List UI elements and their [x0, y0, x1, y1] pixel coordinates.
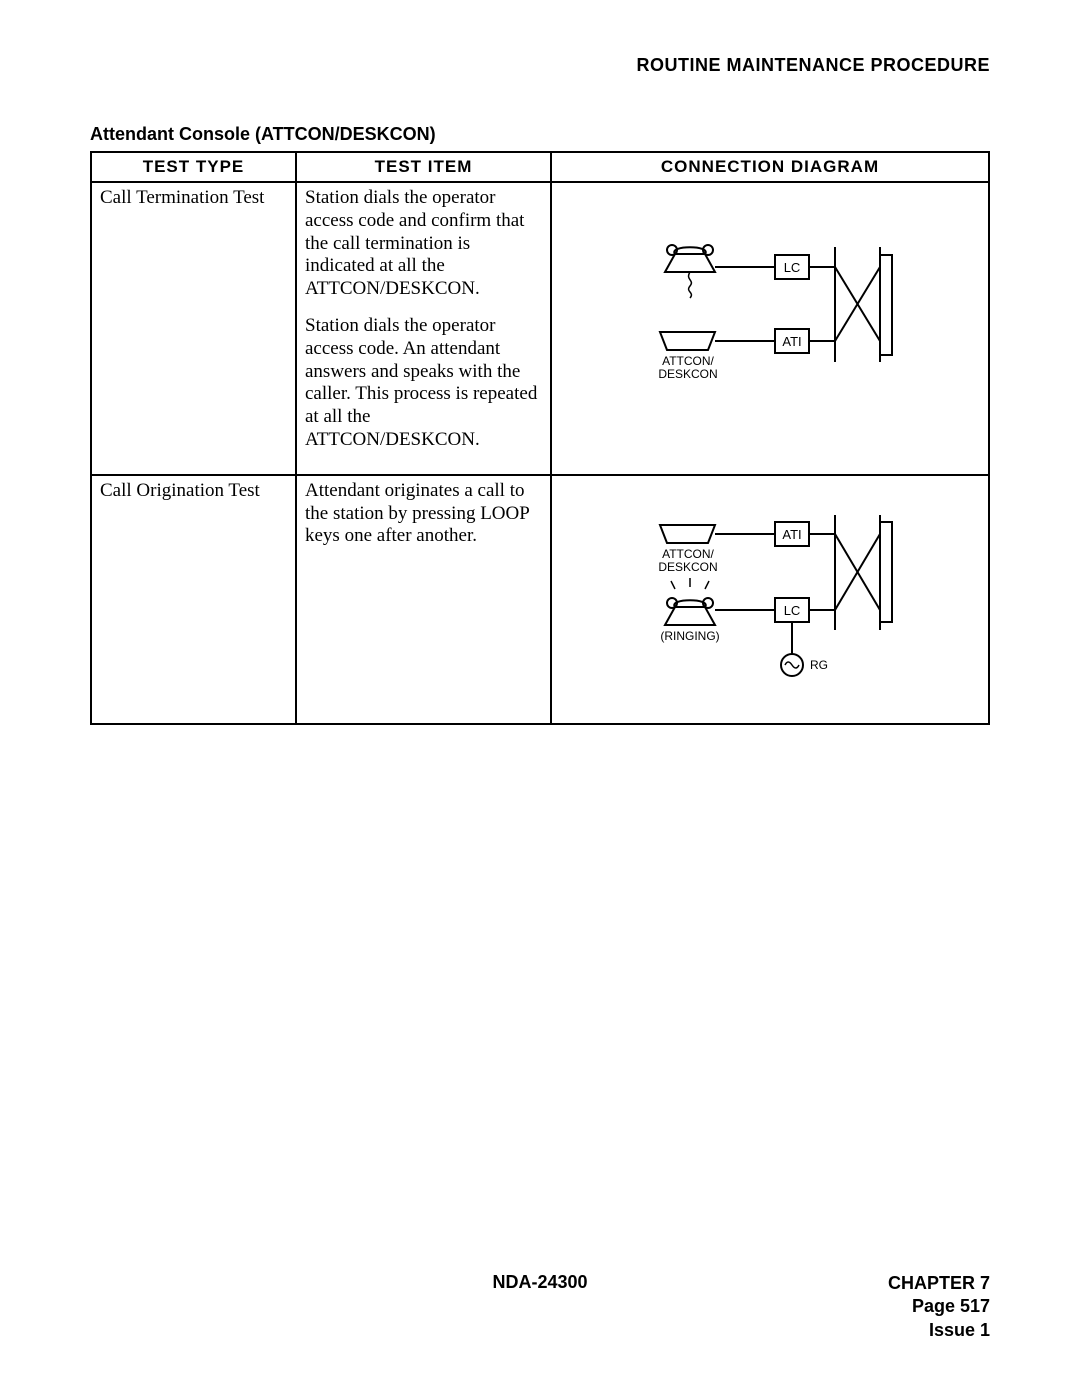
connection-diagram-1: LC ATTCON/ DESKCON ATI: [620, 187, 920, 417]
console-label-2: DESKCON: [658, 367, 717, 381]
ati-label: ATI: [782, 527, 801, 542]
footer-chapter: CHAPTER 7: [690, 1272, 990, 1295]
footer-issue: Issue 1: [690, 1319, 990, 1342]
page: ROUTINE MAINTENANCE PROCEDURE Attendant …: [0, 0, 1080, 1397]
rg-label: RG: [810, 658, 828, 672]
phone-icon: [665, 245, 715, 298]
console-icon: [660, 332, 715, 350]
cell-test-type: Call Termination Test: [91, 182, 296, 475]
table-header-row: TEST TYPE TEST ITEM CONNECTION DIAGRAM: [91, 152, 989, 182]
ringing-label: (RINGING): [660, 629, 719, 643]
lc-label: LC: [784, 603, 801, 618]
test-item-para: Attendant originates a call to the stati…: [305, 480, 542, 548]
header-title: ROUTINE MAINTENANCE PROCEDURE: [636, 55, 990, 75]
cell-connection-diagram: LC ATTCON/ DESKCON ATI: [551, 182, 989, 475]
test-item-para: Station dials the operator access code a…: [305, 187, 542, 301]
col-header-test-type: TEST TYPE: [91, 152, 296, 182]
col-header-connection-diagram: CONNECTION DIAGRAM: [551, 152, 989, 182]
page-footer: NDA-24300 CHAPTER 7 Page 517 Issue 1: [90, 1272, 990, 1342]
cell-test-item: Station dials the operator access code a…: [296, 182, 551, 475]
cell-test-type: Call Origination Test: [91, 475, 296, 724]
table-row: Call Termination Test Station dials the …: [91, 182, 989, 475]
section-subtitle: Attendant Console (ATTCON/DESKCON): [90, 124, 990, 145]
ati-label: ATI: [782, 334, 801, 349]
phone-ringing-icon: [665, 578, 715, 625]
cell-connection-diagram: ATTCON/ DESKCON ATI: [551, 475, 989, 724]
footer-doc-no: NDA-24300: [390, 1272, 690, 1293]
switch-block: [880, 255, 892, 355]
document-header: ROUTINE MAINTENANCE PROCEDURE: [90, 55, 990, 76]
footer-page: Page 517: [690, 1295, 990, 1318]
console-label-1: ATTCON/: [662, 547, 714, 561]
test-item-para: Station dials the operator access code. …: [305, 315, 542, 452]
cell-test-item: Attendant originates a call to the stati…: [296, 475, 551, 724]
console-label-1: ATTCON/: [662, 354, 714, 368]
table-row: Call Origination Test Attendant originat…: [91, 475, 989, 724]
switch-block: [880, 522, 892, 622]
maintenance-table: TEST TYPE TEST ITEM CONNECTION DIAGRAM C…: [90, 151, 990, 725]
col-header-test-item: TEST ITEM: [296, 152, 551, 182]
lc-label: LC: [784, 260, 801, 275]
console-icon: [660, 525, 715, 543]
console-label-2: DESKCON: [658, 560, 717, 574]
connection-diagram-2: ATTCON/ DESKCON ATI: [620, 480, 920, 710]
